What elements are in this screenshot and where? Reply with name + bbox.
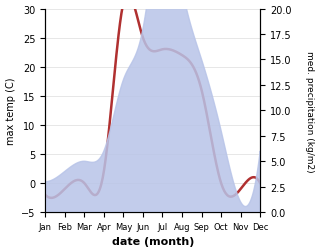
Y-axis label: max temp (C): max temp (C)	[5, 77, 16, 145]
X-axis label: date (month): date (month)	[112, 237, 194, 246]
Y-axis label: med. precipitation (kg/m2): med. precipitation (kg/m2)	[306, 50, 315, 172]
